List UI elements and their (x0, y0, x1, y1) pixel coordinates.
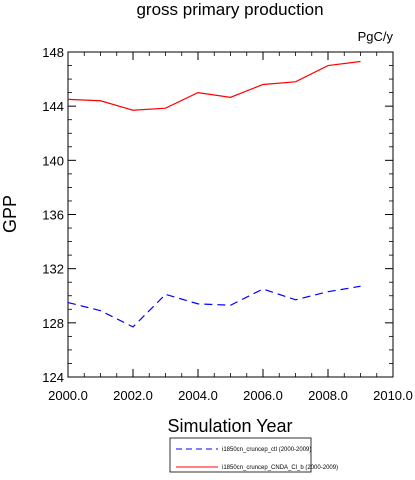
series-line-1 (67, 285, 361, 328)
x-tick-label: 2004.0 (178, 388, 218, 403)
y-tick-label: 128 (42, 316, 64, 331)
plot-frame (67, 51, 394, 378)
y-tick-label: 124 (42, 370, 64, 385)
y-tick-label: 144 (42, 99, 64, 114)
x-axis-label: Simulation Year (167, 416, 292, 436)
tick-labels: 2000.0 2002.0 2004.0 2006.0 2008.0 2010.0 124 1… (42, 45, 413, 403)
y-tick-label: 136 (42, 208, 64, 223)
legend-label-2: i1850cn_cruncep_CNDA_Cl_b (2000-2009) (222, 465, 338, 471)
y-axis-label: GPP (0, 195, 20, 233)
x-tick-label: 2008.0 (308, 388, 348, 403)
x-tick-label: 2002.0 (113, 388, 153, 403)
legend-box (169, 437, 312, 473)
series-line-2 (67, 60, 361, 111)
x-tick-label: 2000.0 (48, 388, 88, 403)
legend: i1850cn_cruncep_ctl (2000-2009) i1850cn_c… (176, 447, 338, 471)
units-label: PgC/y (358, 29, 394, 44)
chart-title: gross primary production (136, 0, 323, 19)
series-lines (67, 60, 361, 328)
legend-label-1: i1850cn_cruncep_ctl (2000-2009) (222, 447, 311, 453)
axis-ticks (67, 51, 394, 378)
x-tick-label: 2006.0 (243, 388, 283, 403)
y-tick-label: 132 (42, 262, 64, 277)
y-tick-label: 140 (42, 153, 64, 168)
x-tick-label: 2010.0 (373, 388, 413, 403)
y-tick-label: 148 (42, 45, 64, 60)
